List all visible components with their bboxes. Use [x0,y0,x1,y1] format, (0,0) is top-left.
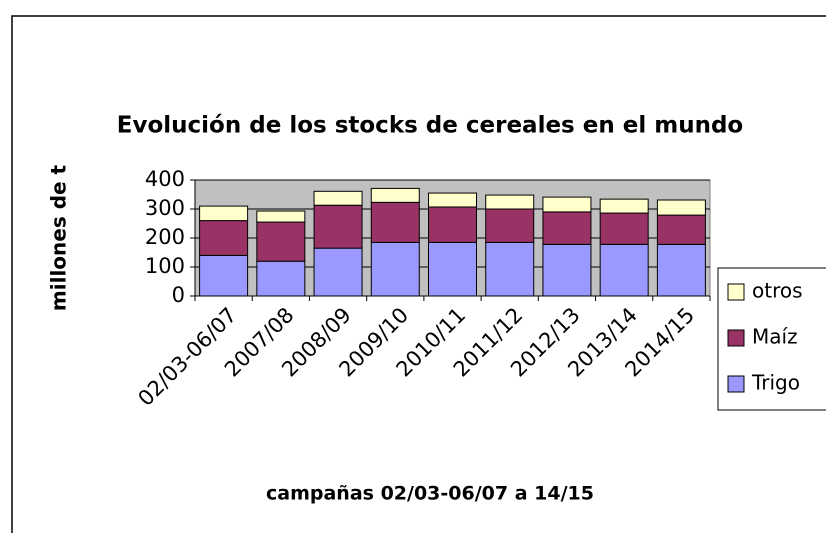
bar-segment [656,243,706,297]
bar-segment [599,198,649,214]
bar-segment [542,211,592,245]
y-tick-label: 100 [145,254,185,278]
bar-segment [485,208,535,243]
bar-segment [313,247,363,297]
legend-swatch [727,283,745,301]
bar-segment [599,243,649,297]
bar-segment [542,196,592,213]
legend-label: Trigo [751,371,800,395]
x-axis-title: campañas 02/03-06/07 a 14/15 [266,483,594,505]
bar-segment [256,221,306,262]
bar-segment [656,199,706,216]
y-tick-label: 200 [145,225,185,249]
bar-segment [428,192,477,208]
legend-label: otros [752,279,803,303]
bar-segment [656,214,706,245]
bar-segment [313,190,363,206]
y-tick-label: 300 [145,196,185,220]
bar-segment [542,243,592,297]
y-tick-label: 0 [172,283,185,307]
y-axis-title: millones de t [47,164,71,311]
bar-segment [199,254,249,297]
bar-segment [256,260,306,297]
bar-segment [370,201,420,243]
legend-swatch [727,329,745,347]
bar-segment [199,220,249,256]
y-tick-label: 400 [145,167,185,191]
bar-segment [428,206,477,243]
bar-segment [370,187,420,203]
bar-segment [599,212,649,245]
legend-label: Maíz [752,325,798,349]
chart-title: Evolución de los stocks de cereales en e… [117,113,743,139]
bar-segment [199,205,249,222]
bar-segment [485,241,535,297]
bar-segment [485,194,535,210]
legend-swatch [727,375,745,393]
bar-segment [256,210,306,223]
bar-segment [370,241,420,297]
bar-segment [313,204,363,249]
bar-segment [428,241,477,297]
